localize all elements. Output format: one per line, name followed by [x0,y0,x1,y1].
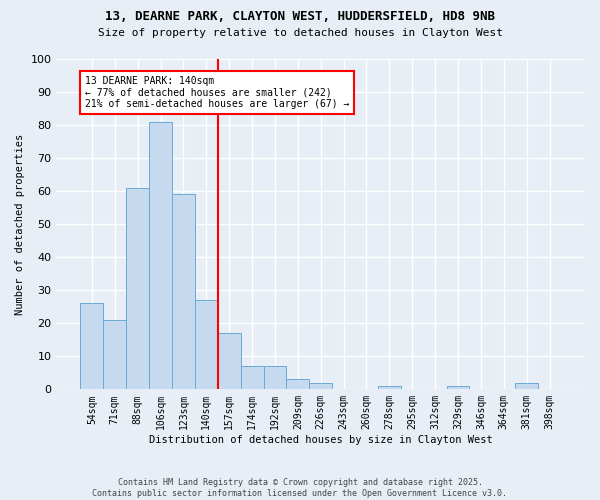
Bar [309,382,332,390]
Bar [446,386,469,390]
Bar [126,188,149,390]
Bar [103,320,126,390]
Bar [149,122,172,390]
Bar [172,194,195,390]
Bar [263,366,286,390]
Bar [241,366,263,390]
Text: Contains HM Land Registry data © Crown copyright and database right 2025.
Contai: Contains HM Land Registry data © Crown c… [92,478,508,498]
Bar [286,380,309,390]
X-axis label: Distribution of detached houses by size in Clayton West: Distribution of detached houses by size … [149,435,493,445]
Bar [378,386,401,390]
Bar [218,333,241,390]
Bar [80,304,103,390]
Y-axis label: Number of detached properties: Number of detached properties [15,134,25,315]
Bar [195,300,218,390]
Text: Size of property relative to detached houses in Clayton West: Size of property relative to detached ho… [97,28,503,38]
Bar [515,382,538,390]
Text: 13 DEARNE PARK: 140sqm
← 77% of detached houses are smaller (242)
21% of semi-de: 13 DEARNE PARK: 140sqm ← 77% of detached… [85,76,349,108]
Text: 13, DEARNE PARK, CLAYTON WEST, HUDDERSFIELD, HD8 9NB: 13, DEARNE PARK, CLAYTON WEST, HUDDERSFI… [105,10,495,23]
